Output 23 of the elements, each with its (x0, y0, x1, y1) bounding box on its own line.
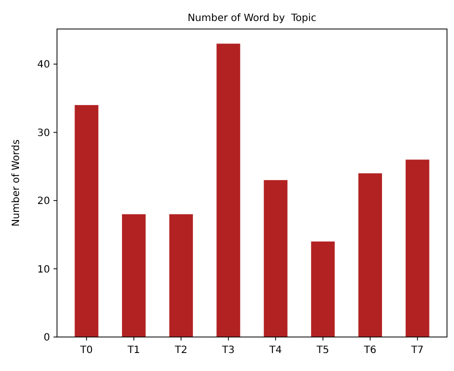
chart-title: Number of Word by Topic (188, 13, 316, 24)
x-tick-label: T6 (362, 345, 376, 356)
y-tick-label: 40 (37, 60, 50, 71)
x-tick-label: T2 (174, 345, 188, 356)
bar (264, 180, 288, 337)
y-axis-title: Number of Words (11, 139, 22, 227)
x-tick-label: T1 (126, 345, 140, 356)
bar (74, 105, 98, 337)
y-tick-label: 20 (37, 196, 50, 208)
x-tick-label: T0 (79, 345, 93, 356)
bar (216, 44, 240, 337)
y-tick-label: 10 (37, 264, 50, 276)
y-tick-label: 30 (37, 128, 50, 139)
bar (169, 214, 193, 337)
x-tick-label: T4 (268, 345, 282, 356)
x-tick-label: T5 (316, 345, 330, 356)
y-tick-label: 0 (44, 332, 50, 344)
x-tick-label: T7 (410, 345, 424, 356)
bar (122, 214, 146, 337)
bar (311, 241, 335, 337)
bar (358, 173, 382, 337)
x-tick-label: T3 (221, 345, 235, 356)
bar (406, 160, 430, 337)
